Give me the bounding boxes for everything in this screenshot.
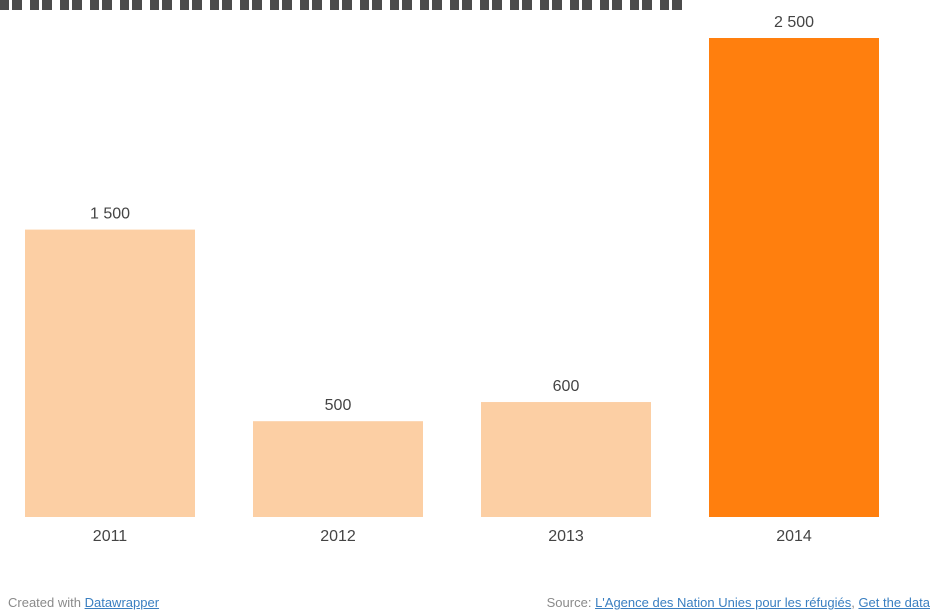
datawrapper-link[interactable]: Datawrapper [84, 595, 160, 610]
source-separator: , [851, 595, 859, 610]
source-link[interactable]: L'Agence des Nation Unies pour les réfug… [595, 595, 852, 610]
category-label-2012: 2012 [320, 528, 356, 545]
value-label-2012: 500 [325, 397, 352, 414]
value-label-2011: 1 500 [90, 206, 130, 223]
bar-2013 [481, 402, 651, 517]
get-the-data-link[interactable]: Get the data [858, 595, 930, 610]
value-label-2013: 600 [553, 378, 580, 395]
source-line: Source: L'Agence des Nation Unies pour l… [547, 595, 930, 610]
category-label-2013: 2013 [548, 528, 584, 545]
bar-chart: 1 500 2011 500 2012 600 2013 2 500 2014 [25, 14, 879, 545]
chart-title-cropped [0, 0, 690, 10]
credit-line: Created with Datawrapper [8, 595, 159, 610]
category-label-2011: 2011 [93, 528, 128, 545]
credit-prefix: Created with [8, 595, 85, 610]
bar-2014 [709, 38, 879, 517]
value-label-2014: 2 500 [774, 14, 814, 31]
category-label-2014: 2014 [776, 528, 812, 545]
bar-2012 [253, 421, 423, 517]
source-prefix: Source: [546, 595, 596, 610]
bar-2011 [25, 229, 195, 517]
